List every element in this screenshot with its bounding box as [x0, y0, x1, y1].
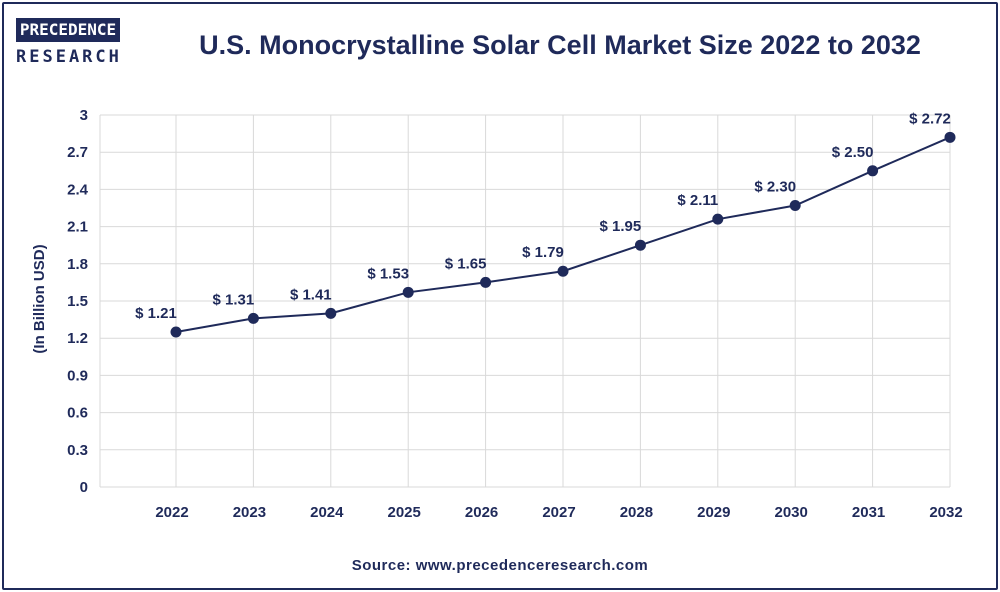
y-tick-label: 2.1: [67, 219, 88, 236]
y-axis-label: (In Billion USD): [31, 244, 48, 353]
data-label: $ 1.31: [213, 291, 255, 308]
y-tick-label: 1.2: [67, 330, 88, 347]
y-axis-ticks: 0 0.3 0.6 0.9 1.2 1.5 1.8 2.1 2.4 2.7 3: [67, 107, 89, 496]
data-label: $ 1.79: [522, 244, 564, 261]
x-tick-label: 2028: [620, 504, 653, 521]
data-label: $ 2.30: [754, 179, 796, 196]
y-tick-label: 0.6: [67, 405, 88, 422]
y-tick-label: 3: [80, 107, 88, 124]
x-tick-label: 2026: [465, 504, 498, 521]
logo-line-2: RESEARCH: [16, 47, 122, 67]
x-tick-label: 2022: [155, 504, 188, 521]
data-point: [944, 131, 956, 143]
data-labels: $ 1.21 $ 1.31 $ 1.41 $ 1.53 $ 1.65 $ 1.79 $ 1.…: [135, 110, 951, 322]
data-label: $ 2.50: [832, 144, 874, 161]
data-point: [789, 200, 801, 212]
y-tick-label: 2.7: [67, 144, 88, 161]
data-point: [634, 239, 646, 251]
data-label: $ 2.72: [909, 110, 951, 127]
data-point: [247, 312, 259, 324]
data-point: [867, 165, 879, 177]
data-label: $ 1.95: [600, 218, 642, 235]
data-label: $ 1.21: [135, 305, 177, 322]
data-label: $ 1.53: [367, 265, 409, 282]
x-tick-label: 2025: [388, 504, 421, 521]
logo-line-1: PRECEDENCE: [16, 18, 120, 42]
brand-logo: PRECEDENCE RESEARCH: [16, 18, 120, 70]
data-label: $ 1.65: [445, 255, 487, 272]
y-tick-label: 0: [80, 479, 88, 496]
data-point: [480, 276, 492, 288]
x-axis-ticks: 2022 2023 2024 2025 2026 2027 2028 2029 2030 2031…: [155, 504, 962, 521]
x-tick-label: 2024: [310, 504, 344, 521]
y-tick-label: 0.3: [67, 442, 88, 459]
grid-lines: [99, 114, 951, 488]
x-tick-label: 2030: [775, 504, 808, 521]
data-points: [170, 131, 956, 338]
data-point: [557, 265, 569, 277]
data-label: $ 2.11: [677, 192, 718, 209]
x-tick-label: 2032: [929, 504, 962, 521]
x-tick-label: 2031: [852, 504, 885, 521]
data-point: [402, 286, 414, 298]
data-point: [170, 326, 182, 338]
x-tick-label: 2029: [697, 504, 730, 521]
y-tick-label: 2.4: [67, 181, 89, 198]
data-point: [712, 213, 724, 225]
y-tick-label: 1.8: [67, 256, 88, 273]
x-tick-label: 2027: [542, 504, 575, 521]
data-label: $ 1.41: [290, 286, 332, 303]
x-tick-label: 2023: [233, 504, 266, 521]
y-tick-label: 1.5: [67, 293, 88, 310]
data-point: [325, 307, 337, 319]
source-credit: Source: www.precedenceresearch.com: [351, 557, 649, 574]
y-tick-label: 0.9: [67, 367, 88, 384]
chart-title: U.S. Monocrystalline Solar Cell Market S…: [199, 30, 921, 60]
